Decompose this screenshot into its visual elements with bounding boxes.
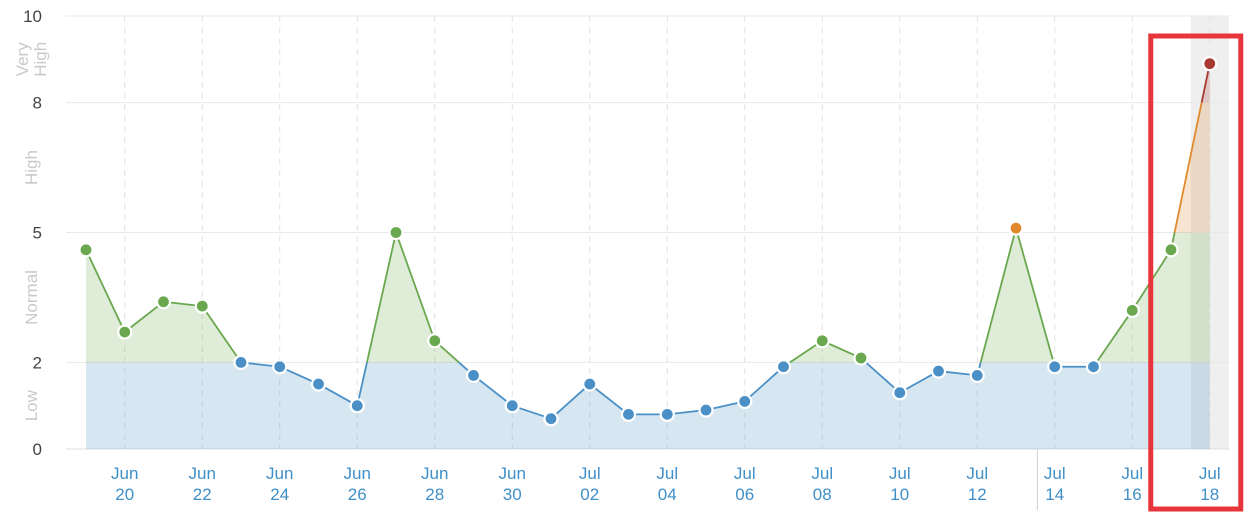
x-tick-day: 10 [890, 485, 909, 504]
data-point[interactable] [659, 406, 675, 422]
x-tick-month: Jul [811, 464, 833, 483]
x-tick-month: Jul [889, 464, 911, 483]
x-tick-day: 02 [580, 485, 599, 504]
x-tick-day: 22 [193, 485, 212, 504]
data-point[interactable] [853, 350, 869, 366]
x-tick-day: 18 [1200, 485, 1219, 504]
data-point[interactable] [1047, 359, 1063, 375]
x-tick-day: 06 [735, 485, 754, 504]
data-point[interactable] [543, 411, 559, 427]
x-tick-month: Jun [189, 464, 216, 483]
x-tick-month: Jun [344, 464, 371, 483]
y-axis: 0 2 5 8 10 [23, 7, 42, 459]
data-point[interactable] [620, 406, 637, 422]
data-point[interactable] [698, 402, 714, 418]
data-point[interactable] [310, 376, 327, 392]
data-points[interactable] [78, 56, 1218, 427]
data-point[interactable] [1085, 359, 1102, 375]
data-point[interactable] [582, 376, 598, 392]
x-tick-day: 28 [425, 485, 444, 504]
x-tick-day: 12 [968, 485, 987, 504]
line-segment [1173, 102, 1203, 233]
band-label: High [22, 150, 41, 185]
data-point[interactable] [775, 359, 792, 375]
x-tick-day: 26 [348, 485, 367, 504]
grid [66, 15, 1230, 510]
area-normal [86, 232, 1210, 363]
x-tick-month: Jun [111, 464, 138, 483]
line-segment [979, 232, 1016, 363]
data-point[interactable] [78, 242, 94, 258]
x-tick-month: Jul [579, 464, 601, 483]
line-segment [395, 232, 436, 342]
x-axis: Jun 20 Jun 22 Jun 24 Jun 26 Jun 28 Jun 30 Jul 02 Jul 04… [111, 464, 1221, 504]
data-point[interactable] [814, 333, 830, 349]
data-point[interactable] [969, 367, 985, 383]
x-tick-day: 20 [115, 485, 134, 504]
x-tick-month: Jul [734, 464, 756, 483]
data-point[interactable] [349, 398, 365, 414]
data-point[interactable] [1124, 302, 1140, 319]
line-segment [550, 383, 591, 420]
x-tick-day: 08 [813, 485, 832, 504]
y-tick-label: 5 [33, 224, 42, 243]
data-point[interactable] [117, 324, 133, 340]
area-high [1014, 102, 1210, 233]
data-point[interactable] [1008, 220, 1024, 236]
band-label: Low [22, 389, 41, 421]
data-point[interactable] [465, 367, 482, 383]
data-point[interactable] [155, 294, 172, 310]
area-fills [86, 63, 1210, 449]
band-label: Normal [22, 270, 41, 325]
area-low [86, 362, 1210, 449]
band-label-word: High [31, 42, 50, 77]
x-tick-month: Jul [966, 464, 988, 483]
x-tick-month: Jun [499, 464, 526, 483]
x-tick-day: 04 [658, 485, 677, 504]
data-point[interactable] [737, 393, 753, 409]
data-point[interactable] [1163, 242, 1179, 258]
line-segment [472, 374, 513, 407]
x-tick-month: Jul [1199, 464, 1221, 483]
data-point[interactable] [504, 398, 520, 414]
x-tick-day: 16 [1123, 485, 1142, 504]
y-tick-label: 10 [23, 7, 42, 26]
y-tick-label: 8 [33, 94, 42, 113]
y-tick-label: 2 [33, 353, 42, 372]
line-segment [201, 305, 242, 363]
x-tick-day: 24 [270, 485, 289, 504]
data-point[interactable] [427, 333, 443, 349]
data-point[interactable] [930, 363, 947, 379]
line-segment [1095, 309, 1133, 363]
line-segment [124, 301, 165, 333]
line-segment [589, 383, 630, 416]
data-point[interactable] [272, 359, 288, 375]
y-tick-label: 0 [33, 440, 42, 459]
line-segment [85, 249, 126, 333]
x-tick-day: 30 [503, 485, 522, 504]
x-tick-month: Jun [421, 464, 448, 483]
data-point[interactable] [1202, 56, 1218, 72]
data-point[interactable] [892, 385, 908, 401]
x-tick-month: Jul [1044, 464, 1066, 483]
x-tick-month: Jul [656, 464, 678, 483]
x-tick-month: Jul [1121, 464, 1143, 483]
data-point[interactable] [233, 354, 249, 370]
line-segment [744, 366, 785, 403]
line-segment [366, 232, 397, 363]
x-tick-month: Jun [266, 464, 293, 483]
line-segment [1016, 232, 1055, 363]
highlight-box [1148, 33, 1244, 512]
x-tick-day: 14 [1045, 485, 1064, 504]
band-label: VeryHigh [13, 42, 50, 77]
band-label-word: Very [13, 42, 32, 77]
data-point[interactable] [388, 224, 404, 241]
data-point[interactable] [194, 298, 210, 314]
